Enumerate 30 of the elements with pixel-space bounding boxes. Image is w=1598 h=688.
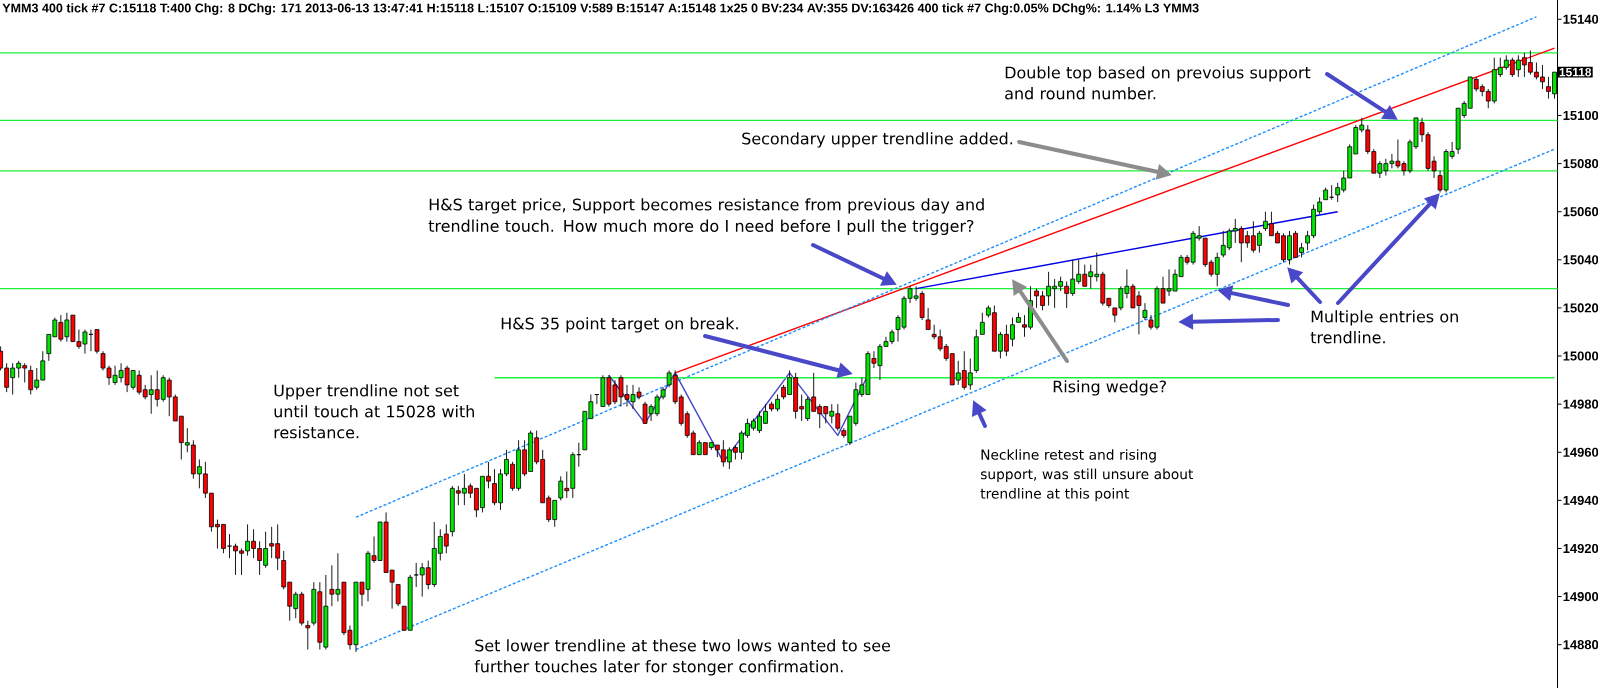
y-tick-label: 15100 — [1563, 110, 1598, 121]
y-tick-label: 14880 — [1563, 640, 1598, 650]
candlestick — [925, 307, 931, 331]
y-tick-label: 14920 — [1563, 543, 1598, 554]
candlestick — [395, 584, 401, 607]
annotation: Secondary upper trendline added. — [742, 132, 1013, 148]
annotation: H&S target price, Support becomes resistance from previous day and trendline touch. How much more do I need before I pull the trigger? — [428, 198, 984, 236]
chart-title: YMM3 400 tick #7 C:15118 T:400 Chg: 8 DChg: 171 2013-06-13 13:47:41 H:15118 L:15107 O:15109 V:589 B:15147 A:15148 1x25 0 BV:234 AV:355 DV:163426 400 tick #7 Chg:0.05% DChg%: 1.14% L3 YMM3 — [2, 3, 1199, 15]
y-tick-label: 15020 — [1563, 303, 1598, 313]
y-tick-label: 14900 — [1563, 592, 1598, 602]
annotation: Upper trendline not set until touch at 15028 with resistance. — [274, 384, 474, 439]
annotation: 15118 — [1559, 67, 1592, 77]
y-tick-label: 15000 — [1563, 351, 1598, 361]
y-tick-label: 15060 — [1563, 207, 1598, 217]
candlestick — [305, 620, 311, 650]
y-tick-label: 15040 — [1563, 255, 1598, 265]
annotation: Set lower trendline at these two lows wanted to see further touches later for stonger confirmation. — [474, 639, 891, 676]
annotation: Rising wedge? — [1053, 380, 1166, 396]
y-tick-label: 15140 — [1563, 14, 1598, 24]
y-tick-label: 15080 — [1563, 158, 1598, 169]
y-tick-label: 14960 — [1563, 447, 1598, 457]
y-tick-label: 14940 — [1563, 495, 1598, 505]
candlestick — [413, 562, 419, 588]
annotation: Neckline retest and rising support, was still unsure about trendline at this point — [980, 449, 1194, 502]
candlestick — [979, 312, 985, 335]
candlestick — [1142, 302, 1148, 321]
annotation: Double top based on prevoius support and round number. — [1005, 66, 1311, 100]
annotation: Multiple entries on trendline. — [1310, 310, 1458, 344]
y-tick-label: 14980 — [1563, 399, 1598, 409]
annotation: H&S 35 point target on break. — [501, 317, 738, 333]
